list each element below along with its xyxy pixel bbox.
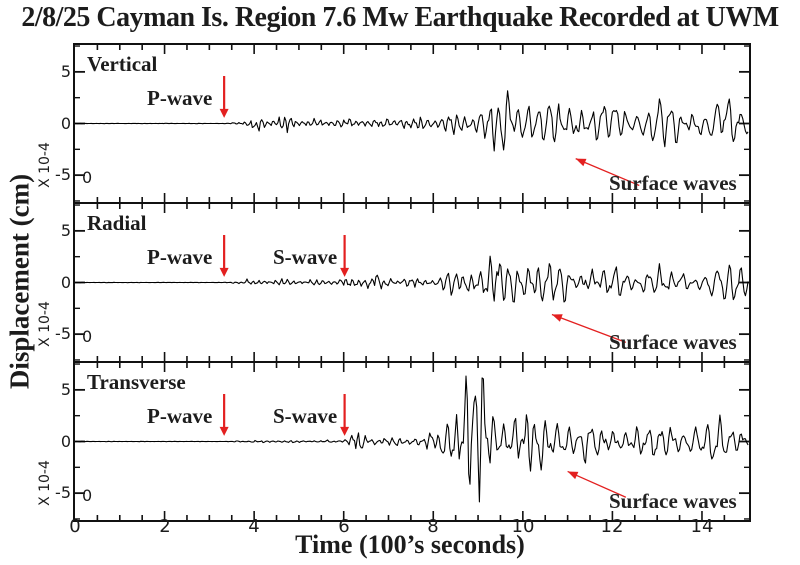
y-axis-title: Displacement (cm) <box>4 173 35 390</box>
x-tick-label: 8 <box>427 516 439 537</box>
y-scale-exponent-label: X 10-4 <box>37 142 53 188</box>
surface-waves-label: Surface waves <box>609 330 737 354</box>
x-tick-label: 4 <box>248 516 260 537</box>
origin-zero-label: 0 <box>82 168 93 187</box>
y-tick-label-5: 5 <box>60 380 71 399</box>
x-tick-label: 12 <box>600 516 624 537</box>
p-wave-label: P-wave <box>147 86 213 110</box>
panel-label-radial: Radial <box>87 211 147 235</box>
y-scale-exponent-label: X 10-4 <box>37 460 53 506</box>
seismogram-panel-transverse: Transverse P-wave S-wave Surface waves 5… <box>37 361 751 522</box>
origin-zero-label: 0 <box>82 327 93 346</box>
s-wave-label: S-wave <box>273 404 338 428</box>
x-tick-label: 14 <box>690 516 714 537</box>
y-tick-label-0: 0 <box>60 273 71 292</box>
y-tick-label-0: 0 <box>60 432 71 451</box>
x-tick-label: 6 <box>338 516 350 537</box>
seismogram-panel-radial: Radial P-wave S-wave Surface waves 5 0 -… <box>37 202 751 363</box>
y-scale-exponent-label: X 10-4 <box>37 301 53 347</box>
waveform-radial <box>74 204 749 361</box>
p-wave-label: P-wave <box>147 404 213 428</box>
x-axis-title: Time (100’s seconds) <box>295 530 525 559</box>
origin-zero-label: 0 <box>82 486 93 505</box>
x-tick-label: 2 <box>159 516 171 537</box>
y-tick-label-minus5: -5 <box>55 483 71 502</box>
x-tick-label: 10 <box>511 516 535 537</box>
surface-waves-label: Surface waves <box>609 489 737 513</box>
page-title: 2/8/25 Cayman Is. Region 7.6 Mw Earthqua… <box>21 2 779 33</box>
seismogram-panel-vertical: Vertical P-wave Surface waves 5 0 -5 X 1… <box>37 43 751 204</box>
y-tick-label-minus5: -5 <box>55 165 71 184</box>
x-axis-tick-labels: 0 2 4 6 8 10 12 14 <box>0 516 800 538</box>
y-tick-label-5: 5 <box>60 221 71 240</box>
waveform-vertical <box>74 45 749 202</box>
y-tick-label-minus5: -5 <box>55 324 71 343</box>
y-tick-label-5: 5 <box>60 62 71 81</box>
x-tick-label: 0 <box>69 516 81 537</box>
s-wave-label: S-wave <box>273 245 338 269</box>
surface-waves-label: Surface waves <box>609 171 737 195</box>
waveform-transverse <box>74 363 749 520</box>
plot-area: Vertical P-wave Surface waves 5 0 -5 X 1… <box>37 43 751 522</box>
p-wave-label: P-wave <box>147 245 213 269</box>
y-tick-label-0: 0 <box>60 114 71 133</box>
panel-label-transverse: Transverse <box>87 370 186 394</box>
panel-label-vertical: Vertical <box>87 52 158 76</box>
